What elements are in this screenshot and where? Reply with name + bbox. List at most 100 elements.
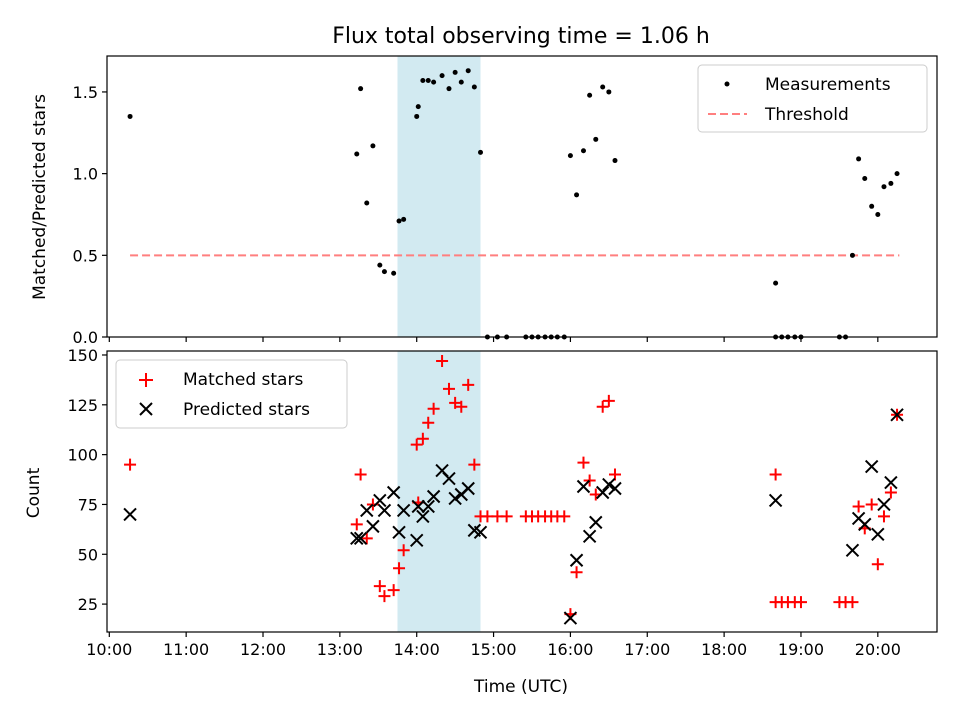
matched-stars-point [397,544,410,557]
predicted-stars-point [416,509,430,524]
x-tick-label: 14:00 [394,640,440,659]
measurement-point [420,78,426,84]
predicted-stars-point [396,503,411,518]
bottom-y-tick-label: 50 [78,545,98,564]
predicted-stars-point [442,471,456,486]
top-legend: Measurements Threshold [697,64,928,133]
predicted-stars-point [350,531,364,546]
predicted-stars-point [602,477,616,492]
bottom-y-tick-label: 150 [67,346,98,365]
matched-stars-point [436,354,449,367]
top-y-axis-label: Matched/Predicted stars [30,94,50,300]
predicted-stars-point [360,503,374,518]
bottom-y-axis-label: Count [24,467,44,518]
measurement-point [567,153,573,159]
predicted-stars-point [410,533,424,548]
top-shaded-span [397,56,481,337]
measurement-point [881,184,887,190]
predicted-stars-point [473,525,488,540]
matched-stars-point [373,580,386,593]
legend-measurements-label: Measurements [765,75,891,95]
legend-matched-label: Matched stars [183,370,303,390]
bottom-y-tick-label: 75 [78,495,98,514]
measurement-point [856,156,862,162]
matched-stars-point [583,474,596,487]
top-legend-frame [697,64,928,133]
predicted-stars-point [426,489,441,504]
top-y-tick-label: 0.0 [73,328,98,347]
x-tick-label: 17:00 [624,640,670,659]
predicted-stars-point [448,491,462,506]
predicted-stars-point [890,408,904,422]
matched-stars-point [608,468,621,481]
predicted-stars-point [366,519,380,534]
x-tick-label: 19:00 [778,640,824,659]
matched-stars-point [500,510,513,523]
matched-stars-point [387,584,400,597]
matched-stars-point [462,378,475,391]
x-tick-label: 20:00 [855,640,901,659]
predicted-stars-point [595,485,610,500]
measurement-point [358,86,364,92]
measurement-point [127,113,133,119]
measurement-point [888,180,894,186]
measurement-point [580,148,586,154]
predicted-stars-point [589,515,603,530]
matched-stars-point [124,458,137,471]
predicted-stars-point [608,481,622,496]
measurement-point [439,73,445,79]
matched-stars-point [378,590,391,603]
matched-stars-point [427,402,440,415]
measurement-point [446,86,452,92]
matched-stars-point [558,510,571,523]
matched-stars-point [577,456,590,469]
matched-stars-point [422,416,435,429]
measurement-point [391,270,397,276]
predicted-stars-point [582,529,597,544]
matched-stars-point [846,596,859,609]
measurement-point [458,79,464,85]
legend-predicted-label: Predicted stars [183,400,310,420]
x-tick-label: 13:00 [317,640,363,659]
measurement-point [415,104,421,110]
matched-stars-point [884,486,897,499]
x-tick-label: 15:00 [471,640,517,659]
matched-stars-point [877,510,890,523]
measurement-point [894,171,900,177]
matched-stars-point [794,596,807,609]
matched-stars-point [442,382,455,395]
predicted-stars-point [871,527,885,542]
top-y-tick-label: 1.5 [73,83,98,102]
predicted-stars-point [569,553,584,567]
measurement-point [425,78,431,84]
measurement-point [452,69,458,75]
measurement-point [606,89,612,95]
legend-matched-marker [139,373,153,387]
top-subplot: 0.0 0.5 1.0 1.5 [73,55,938,347]
predicted-stars-point [353,531,368,546]
x-tick-label: 12:00 [240,640,286,659]
measurement-point [431,79,437,85]
measurement-point [773,280,779,286]
measurement-point [600,84,606,90]
predicted-stars-point [877,497,891,512]
matched-stars-point [416,432,429,445]
matched-stars-point [769,468,782,481]
matched-stars-point [360,532,373,545]
measurement-point [354,151,360,157]
bottom-axes-frame [106,350,938,633]
measurement-point [377,262,383,268]
matched-stars-point [570,566,583,579]
predicted-stars-point [377,503,392,518]
predicted-stars-point [858,517,872,532]
measurement-point [471,84,477,90]
measurement-point [862,176,868,182]
measurement-point [478,149,483,155]
measurement-point [593,136,599,142]
matched-stars-point [852,500,865,513]
measurement-point [587,92,593,98]
matched-stars-point [468,458,481,471]
top-y-tick-label: 1.0 [73,165,98,184]
bottom-y-tick-label: 100 [67,446,98,465]
bottom-subplot: 25 50 75 100 125 150 10:00 11:00 12:00 13:00 14:00… [67,346,938,659]
